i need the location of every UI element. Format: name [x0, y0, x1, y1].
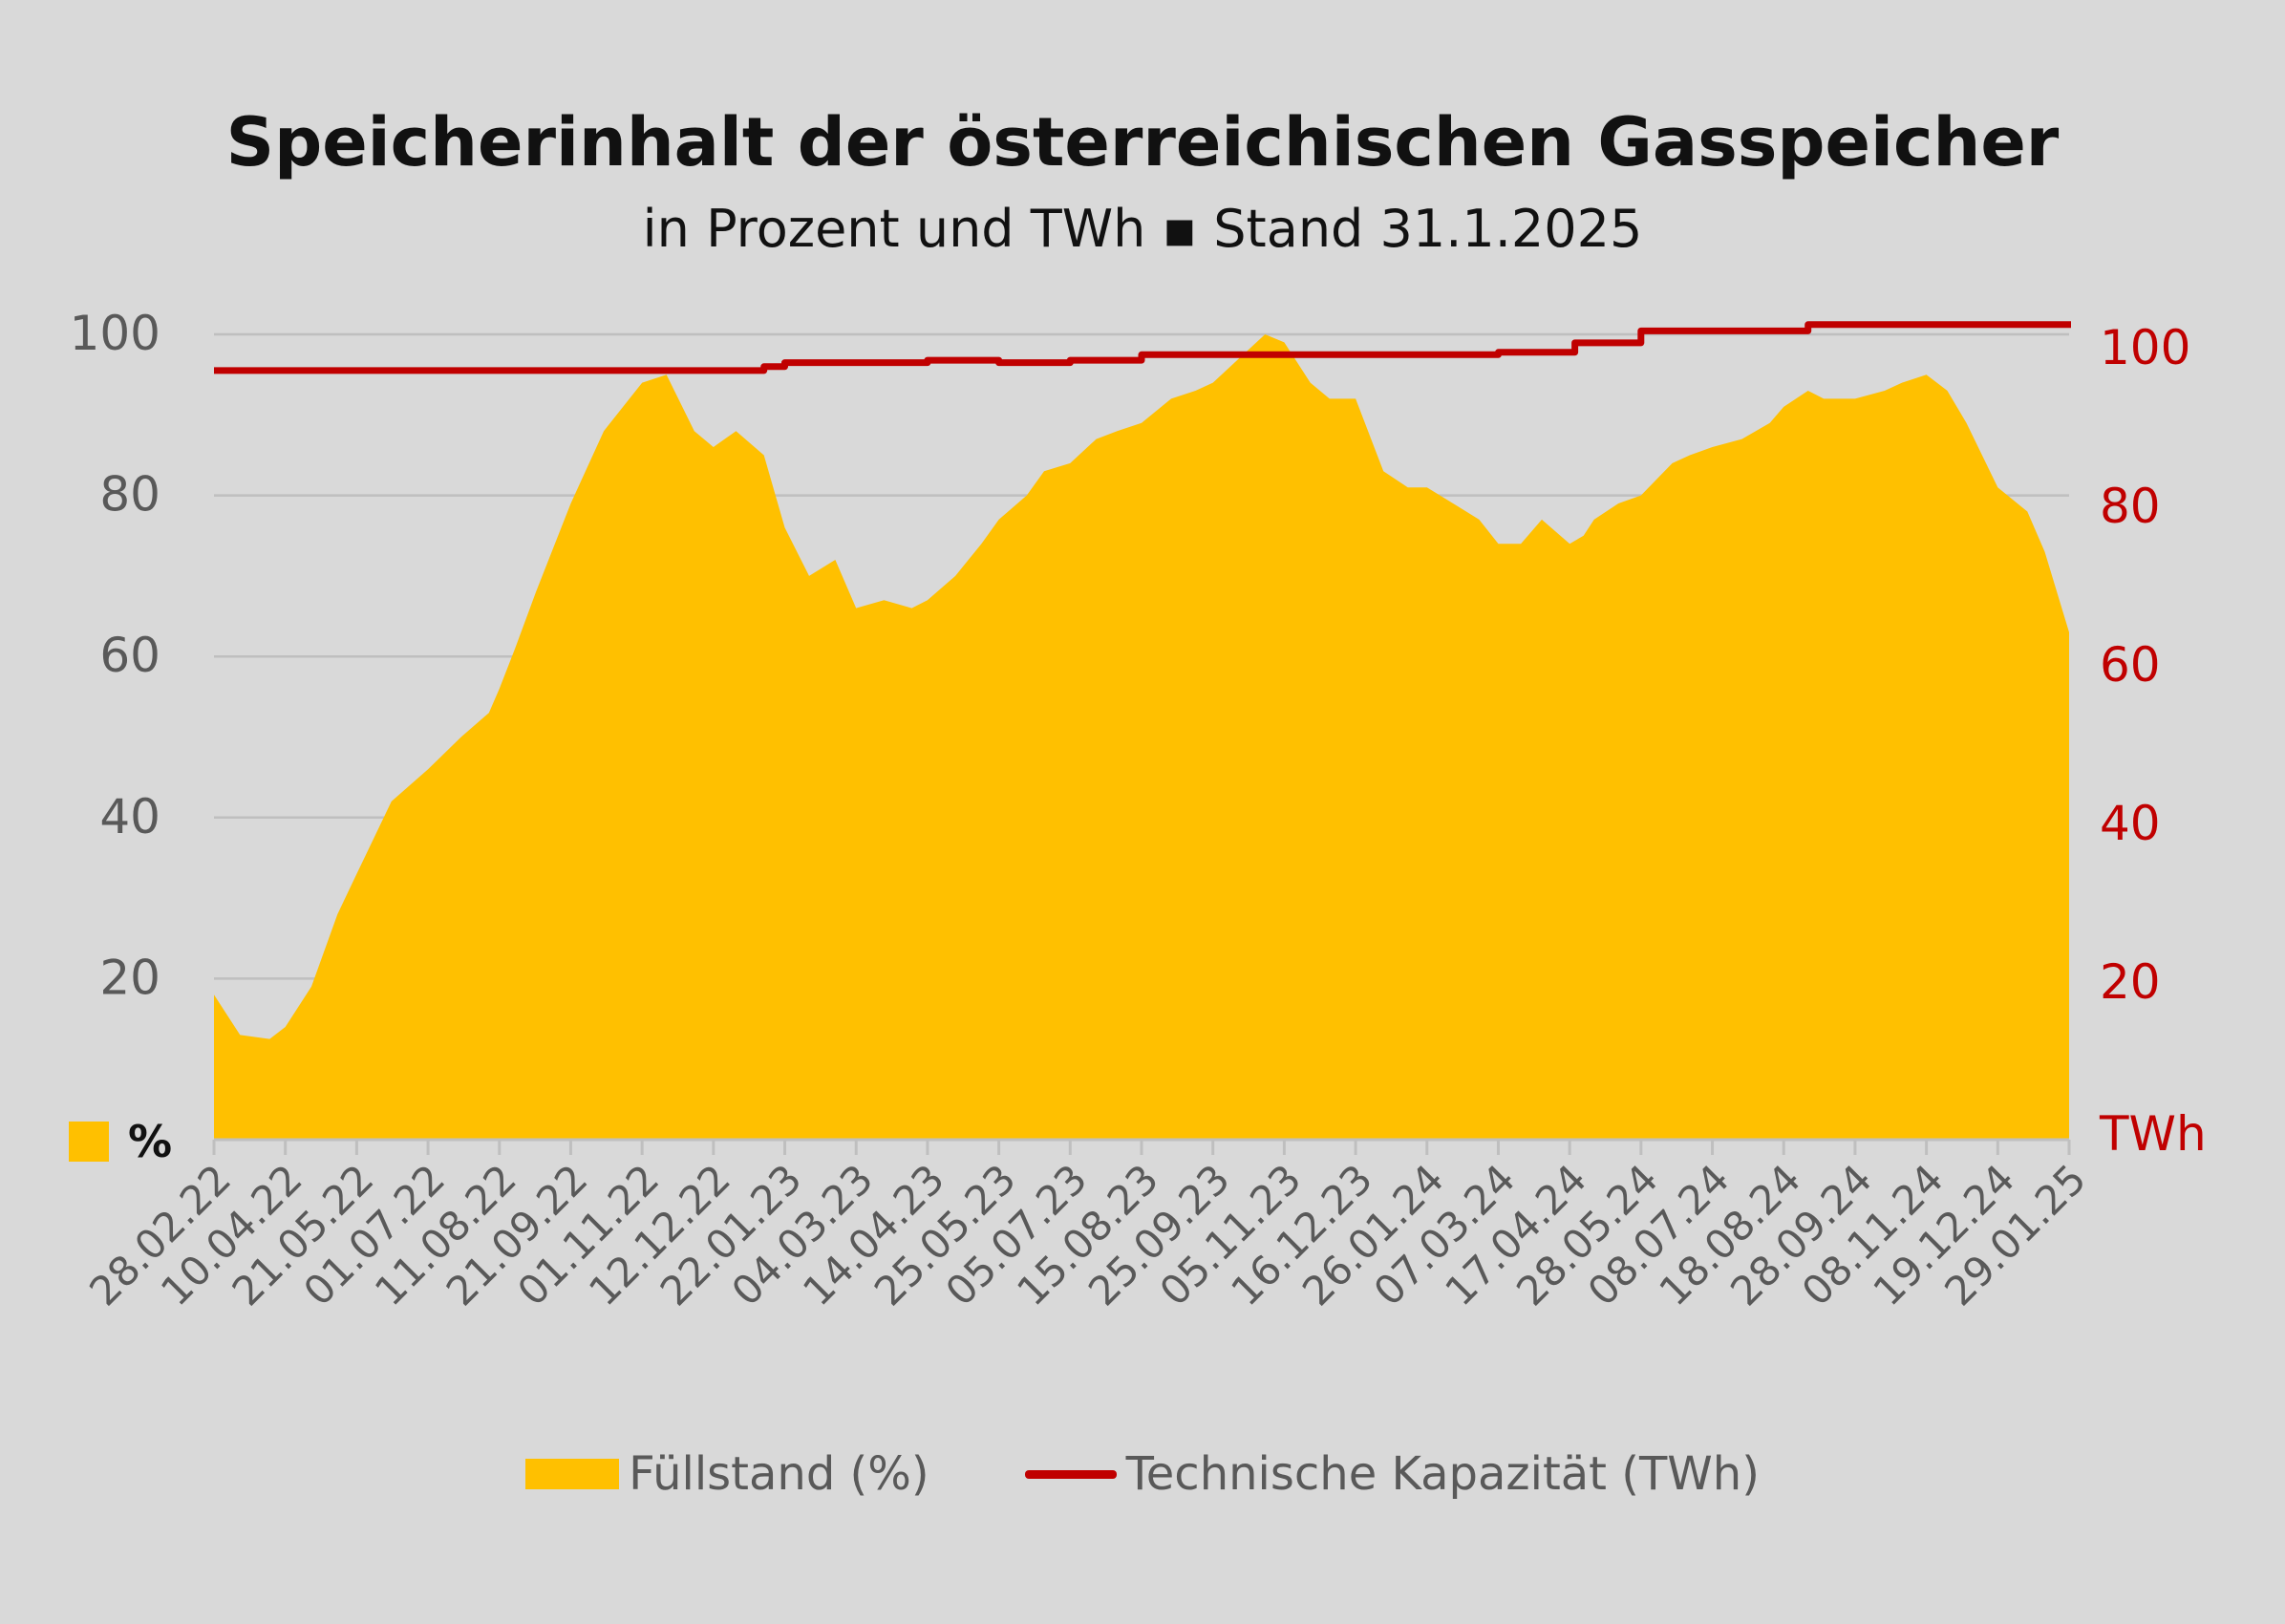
- y-right-tick-label: 100: [2100, 320, 2190, 375]
- y-left-tick-label: 40: [99, 789, 160, 844]
- right-axis-unit-label: TWh: [2100, 1106, 2207, 1162]
- legend-item-capacity: Technische Kapazität (TWh): [1024, 1447, 1760, 1501]
- left-axis-unit: %: [69, 1116, 172, 1167]
- y-axis-left: 20 40 60 80 100: [70, 306, 160, 1005]
- legend: Füllstand (%) Technische Kapazität (TWh): [0, 1447, 2285, 1501]
- capacity-line: [214, 321, 2073, 374]
- y-right-tick-label: 40: [2100, 796, 2161, 851]
- left-axis-unit-label: %: [128, 1116, 173, 1167]
- y-right-tick-label: 80: [2100, 479, 2161, 534]
- chart-subtitle: in Prozent und TWh ▪ Stand 31.1.2025: [642, 199, 1643, 259]
- y-left-tick-label: 20: [99, 950, 160, 1005]
- chart-title: Speicherinhalt der österreichischen Gass…: [225, 103, 2060, 182]
- y-left-tick-label: 60: [99, 628, 160, 683]
- y-left-tick-label: 100: [70, 306, 160, 361]
- legend-label-capacity: Technische Kapazität (TWh): [1125, 1447, 1760, 1501]
- legend-item-fill-level: Füllstand (%): [525, 1447, 929, 1501]
- percent-swatch-icon: [69, 1122, 109, 1162]
- y-left-tick-label: 80: [99, 467, 160, 523]
- y-axis-right: 20 40 60 80 100: [2100, 320, 2190, 1010]
- series-capacity: [214, 321, 2073, 374]
- series-fill-level: [214, 334, 2069, 1140]
- legend-label-fill-level: Füllstand (%): [629, 1447, 929, 1501]
- y-right-tick-label: 20: [2100, 954, 2161, 1010]
- legend-swatch-line: [1024, 1469, 1117, 1479]
- legend-swatch-area: [525, 1459, 620, 1489]
- fill-level-area: [214, 334, 2069, 1140]
- x-axis: 28.02.2210.04.2221.05.2201.07.2211.08.22…: [80, 1138, 2095, 1314]
- y-right-tick-label: 60: [2100, 637, 2161, 693]
